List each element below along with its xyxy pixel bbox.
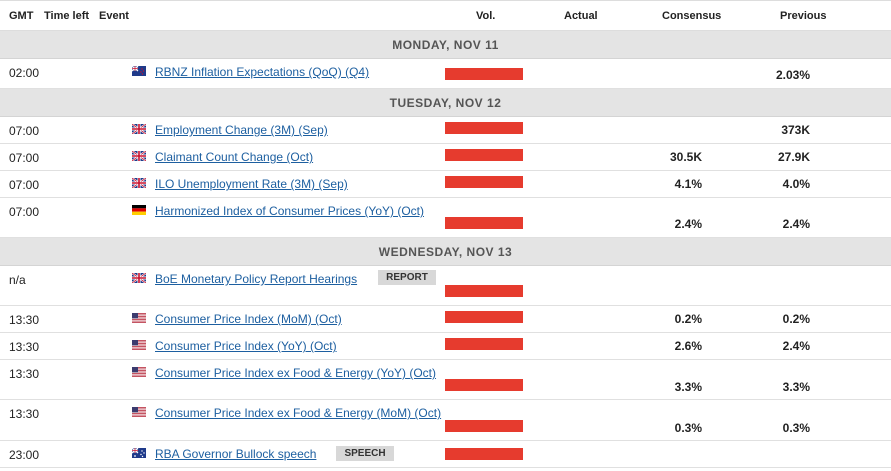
event-row[interactable]: 02:00 RBNZ Inflation Expectations (QoQ) … <box>0 59 891 89</box>
event-previous: 2.4% <box>782 217 810 231</box>
event-row[interactable]: 23:00 RBA Governor Bullock speech SPEECH <box>0 441 891 468</box>
event-row[interactable]: 13:30 Consumer Price Index (MoM) (Oct) 0… <box>0 306 891 333</box>
event-time: 02:00 <box>9 66 40 80</box>
column-previous: Previous <box>780 10 827 22</box>
event-previous: 2.4% <box>782 339 810 353</box>
au-flag-icon <box>132 448 146 458</box>
us-flag-icon <box>132 407 146 417</box>
event-time: 13:30 <box>9 407 40 421</box>
event-consensus: 2.4% <box>674 217 702 231</box>
event-link[interactable]: Consumer Price Index (MoM) (Oct) <box>155 312 342 326</box>
event-previous: 373K <box>781 123 810 137</box>
event-row[interactable]: 07:00 Claimant Count Change (Oct) 30.5K … <box>0 144 891 171</box>
event-previous: 0.3% <box>782 421 810 435</box>
us-flag-icon <box>132 313 146 323</box>
day-header: TUESDAY, NOV 12 <box>0 89 891 117</box>
day-header: WEDNESDAY, NOV 13 <box>0 238 891 266</box>
volatility-bar <box>445 176 523 188</box>
event-row[interactable]: 13:30 Consumer Price Index ex Food & Ene… <box>0 400 891 441</box>
event-consensus: 30.5K <box>669 150 702 164</box>
event-link[interactable]: Employment Change (3M) (Sep) <box>155 123 328 137</box>
event-link[interactable]: Claimant Count Change (Oct) <box>155 150 314 164</box>
event-previous: 3.3% <box>782 380 810 394</box>
event-link[interactable]: Consumer Price Index ex Food & Energy (Y… <box>155 366 437 380</box>
event-time: 23:00 <box>9 448 40 462</box>
event-link[interactable]: RBNZ Inflation Expectations (QoQ) (Q4) <box>155 65 370 79</box>
column-actual: Actual <box>564 10 598 22</box>
volatility-bar <box>445 68 523 80</box>
event-row[interactable]: 07:00 ILO Unemployment Rate (3M) (Sep) 4… <box>0 171 891 198</box>
event-link[interactable]: Consumer Price Index ex Food & Energy (M… <box>155 406 442 420</box>
us-flag-icon <box>132 367 146 377</box>
event-row[interactable]: 13:30 Consumer Price Index ex Food & Ene… <box>0 360 891 400</box>
volatility-bar <box>445 285 523 297</box>
table-header: GMT Time left Event Vol. Actual Consensu… <box>0 0 891 31</box>
column-gmt: GMT <box>9 10 34 22</box>
event-time: 13:30 <box>9 340 40 354</box>
event-consensus: 2.6% <box>674 339 702 353</box>
event-time: 13:30 <box>9 313 40 327</box>
event-consensus: 0.2% <box>674 312 702 326</box>
event-row[interactable]: n/a BoE Monetary Policy Report Hearings … <box>0 266 891 306</box>
event-time: 07:00 <box>9 151 40 165</box>
volatility-bar <box>445 379 523 391</box>
event-time: 13:30 <box>9 367 40 381</box>
event-link[interactable]: ILO Unemployment Rate (3M) (Sep) <box>155 177 348 191</box>
volatility-bar <box>445 338 523 350</box>
event-link[interactable]: Harmonized Index of Consumer Prices (YoY… <box>155 204 424 218</box>
volatility-bar <box>445 149 523 161</box>
volatility-bar <box>445 448 523 460</box>
event-row[interactable]: 07:00 Harmonized Index of Consumer Price… <box>0 198 891 238</box>
event-row[interactable]: 13:30 Consumer Price Index (YoY) (Oct) 2… <box>0 333 891 360</box>
us-flag-icon <box>132 340 146 350</box>
event-consensus: 4.1% <box>674 177 702 191</box>
nz-flag-icon <box>132 66 146 76</box>
event-consensus: 0.3% <box>674 421 702 435</box>
event-previous: 2.03% <box>775 68 810 82</box>
event-time: 07:00 <box>9 124 40 138</box>
event-link[interactable]: RBA Governor Bullock speech <box>155 447 317 461</box>
column-consensus: Consensus <box>662 10 722 22</box>
column-event: Event <box>99 10 129 22</box>
event-link[interactable]: Consumer Price Index (YoY) (Oct) <box>155 339 337 353</box>
de-flag-icon <box>132 205 146 215</box>
event-previous: 27.9K <box>777 150 810 164</box>
volatility-bar <box>445 420 523 432</box>
day-header: MONDAY, NOV 11 <box>0 31 891 59</box>
event-time: 07:00 <box>9 178 40 192</box>
column-vol: Vol. <box>476 10 496 22</box>
event-link[interactable]: BoE Monetary Policy Report Hearings <box>155 272 358 286</box>
uk-flag-icon <box>132 273 146 283</box>
column-time-left: Time left <box>44 10 90 22</box>
volatility-bar <box>445 122 523 134</box>
event-row[interactable]: 07:00 Employment Change (3M) (Sep) 373K <box>0 117 891 144</box>
volatility-bar <box>445 217 523 229</box>
volatility-bar <box>445 311 523 323</box>
uk-flag-icon <box>132 124 146 134</box>
event-previous: 4.0% <box>782 177 810 191</box>
event-time: 07:00 <box>9 205 40 219</box>
event-tag-badge: SPEECH <box>336 446 394 461</box>
event-tag-badge: REPORT <box>378 270 436 285</box>
event-time: n/a <box>9 273 26 287</box>
event-consensus: 3.3% <box>674 380 702 394</box>
event-previous: 0.2% <box>782 312 810 326</box>
uk-flag-icon <box>132 151 146 161</box>
uk-flag-icon <box>132 178 146 188</box>
